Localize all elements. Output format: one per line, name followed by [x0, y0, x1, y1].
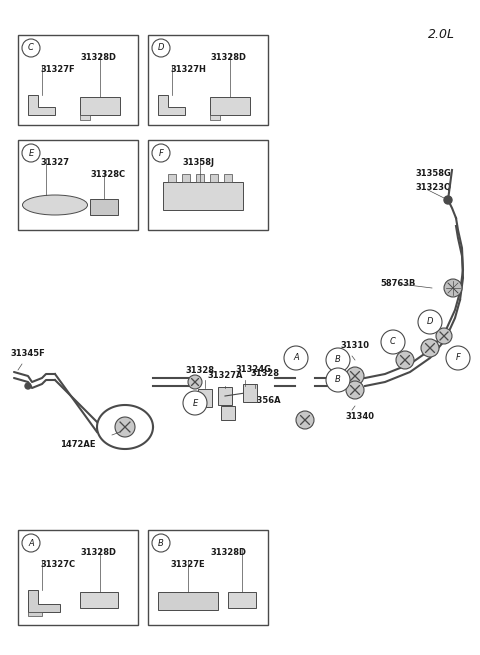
FancyBboxPatch shape [198, 389, 212, 407]
Circle shape [326, 368, 350, 392]
Ellipse shape [23, 195, 87, 215]
Text: 31328D: 31328D [210, 548, 246, 557]
Circle shape [326, 348, 350, 372]
FancyBboxPatch shape [148, 530, 268, 625]
Text: 31356A: 31356A [245, 396, 281, 405]
Text: 31327H: 31327H [170, 65, 206, 74]
Bar [28, 612, 42, 616]
Text: 31328: 31328 [185, 366, 214, 375]
Text: 1472AE: 1472AE [60, 440, 96, 449]
Text: 31327F: 31327F [40, 65, 74, 74]
FancyBboxPatch shape [80, 97, 120, 115]
Text: 31358G: 31358G [415, 169, 451, 178]
Bar [196, 174, 204, 182]
Text: 31328C: 31328C [90, 170, 125, 179]
FancyBboxPatch shape [218, 387, 232, 405]
Text: 31327C: 31327C [40, 560, 75, 569]
Circle shape [152, 39, 170, 57]
Circle shape [152, 534, 170, 552]
Ellipse shape [296, 411, 314, 429]
Text: 31340: 31340 [345, 412, 374, 421]
Ellipse shape [444, 279, 462, 297]
Circle shape [22, 39, 40, 57]
Text: 31327A: 31327A [207, 371, 242, 380]
Bar [182, 174, 190, 182]
FancyBboxPatch shape [18, 35, 138, 125]
Text: B: B [335, 356, 341, 364]
FancyBboxPatch shape [210, 97, 250, 115]
Text: 31327: 31327 [40, 158, 69, 167]
Text: 31328: 31328 [250, 369, 279, 378]
Polygon shape [158, 95, 185, 115]
Bar [168, 174, 176, 182]
FancyBboxPatch shape [148, 140, 268, 230]
Bar [210, 174, 218, 182]
Circle shape [183, 391, 207, 415]
Text: 2.0L: 2.0L [428, 28, 455, 41]
FancyBboxPatch shape [80, 115, 90, 120]
Text: B: B [158, 538, 164, 548]
FancyBboxPatch shape [158, 592, 218, 610]
Text: 31358J: 31358J [182, 158, 214, 167]
FancyBboxPatch shape [221, 406, 235, 420]
FancyBboxPatch shape [148, 35, 268, 125]
Text: 58763B: 58763B [380, 280, 415, 288]
Text: C: C [28, 43, 34, 52]
Text: F: F [456, 354, 460, 362]
Text: 31328D: 31328D [80, 53, 116, 62]
Ellipse shape [421, 339, 439, 357]
Ellipse shape [346, 381, 364, 399]
Ellipse shape [396, 351, 414, 369]
Circle shape [381, 330, 405, 354]
Ellipse shape [436, 328, 452, 344]
Text: D: D [427, 318, 433, 326]
Text: 31323Q: 31323Q [415, 183, 451, 192]
Text: A: A [28, 538, 34, 548]
FancyBboxPatch shape [80, 592, 118, 608]
Text: A: A [293, 354, 299, 362]
FancyBboxPatch shape [243, 384, 257, 402]
Circle shape [444, 196, 452, 204]
Text: 31324G: 31324G [235, 365, 271, 374]
Ellipse shape [346, 367, 364, 385]
Circle shape [284, 346, 308, 370]
Ellipse shape [115, 417, 135, 437]
Text: 31345F: 31345F [10, 349, 45, 358]
Text: 31328D: 31328D [80, 548, 116, 557]
Circle shape [152, 144, 170, 162]
Circle shape [22, 534, 40, 552]
Text: B: B [335, 375, 341, 384]
Text: D: D [158, 43, 164, 52]
FancyBboxPatch shape [90, 199, 118, 215]
Polygon shape [28, 95, 55, 115]
Text: 31327E: 31327E [170, 560, 204, 569]
Circle shape [22, 144, 40, 162]
Circle shape [25, 383, 31, 389]
FancyBboxPatch shape [163, 182, 243, 210]
Text: 31310: 31310 [340, 341, 369, 350]
Text: F: F [158, 149, 163, 157]
FancyBboxPatch shape [210, 115, 220, 120]
Bar [224, 174, 232, 182]
Polygon shape [28, 590, 60, 612]
Ellipse shape [188, 375, 202, 389]
Circle shape [418, 310, 442, 334]
Text: E: E [28, 149, 34, 157]
FancyBboxPatch shape [228, 592, 256, 608]
Text: 31328D: 31328D [210, 53, 246, 62]
Circle shape [446, 346, 470, 370]
FancyBboxPatch shape [18, 140, 138, 230]
Text: C: C [390, 337, 396, 346]
Text: E: E [192, 398, 198, 407]
FancyBboxPatch shape [18, 530, 138, 625]
